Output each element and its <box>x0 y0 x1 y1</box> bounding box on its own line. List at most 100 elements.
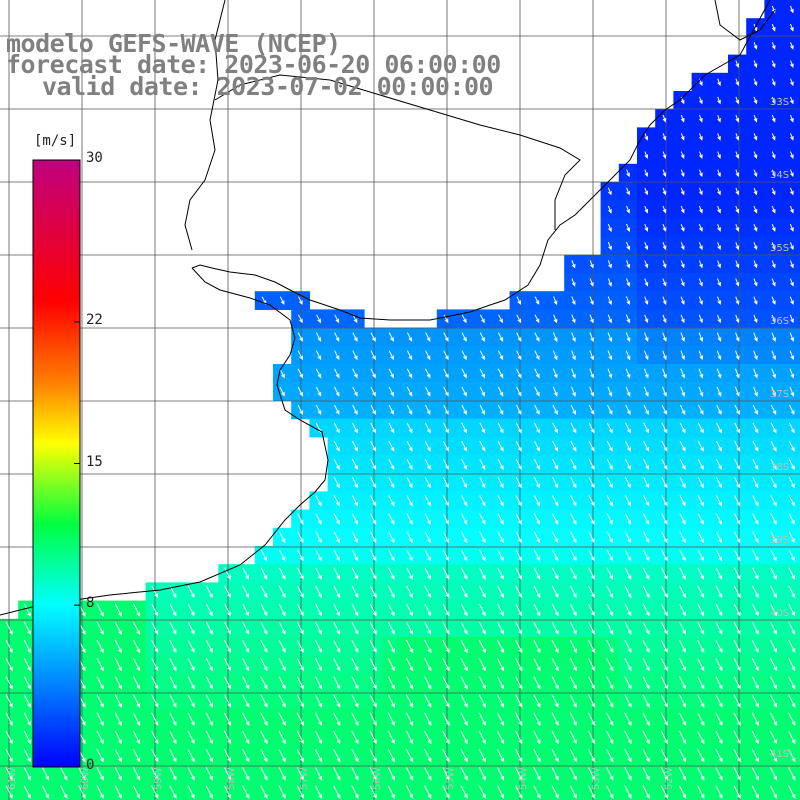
wind-arrow <box>442 730 450 745</box>
wind-arrow <box>460 785 468 799</box>
wind-arrow <box>679 495 686 507</box>
wind-arrow <box>789 404 795 415</box>
wind-arrow <box>697 621 705 635</box>
wind-arrow <box>316 314 321 324</box>
wind-arrow <box>260 730 268 745</box>
wind-arrow <box>187 785 195 799</box>
wind-arrow <box>788 694 796 708</box>
wind-arrow <box>643 404 649 415</box>
wind-arrow <box>151 785 159 799</box>
wind-arrow <box>534 422 540 434</box>
wind-arrow <box>497 350 504 361</box>
wind-arrow <box>606 730 614 745</box>
wind-arrow <box>205 640 213 653</box>
wind-arrow <box>461 531 468 544</box>
wind-arrow <box>242 767 250 781</box>
wind-arrow <box>496 639 505 654</box>
wind-arrow <box>479 513 486 525</box>
wind-arrow <box>297 567 304 580</box>
wind-arrow <box>661 513 668 525</box>
wind-arrow <box>242 730 250 745</box>
wind-arrow <box>96 730 104 745</box>
wind-arrow <box>169 748 177 763</box>
wind-arrow <box>733 785 741 799</box>
wind-arrow <box>734 531 741 544</box>
coastline-northeast <box>714 0 776 41</box>
wind-arrow <box>571 368 576 379</box>
wind-arrow <box>96 748 104 763</box>
wind-arrow <box>315 603 322 617</box>
wind-arrow <box>552 350 558 361</box>
wind-arrow <box>315 640 323 653</box>
wind-arrow <box>424 694 432 708</box>
wind-arrow <box>461 495 468 507</box>
wind-arrow <box>333 422 340 434</box>
wind-arrow <box>753 187 758 196</box>
wind-arrow <box>716 368 722 379</box>
wind-arrow <box>296 712 304 727</box>
wind-arrow <box>752 477 759 489</box>
wind-arrow <box>661 495 668 507</box>
wind-arrow <box>569 603 577 617</box>
wind-arrow <box>388 350 394 361</box>
wind-arrow <box>698 296 703 305</box>
wind-arrow <box>388 422 395 434</box>
wind-arrow <box>315 676 322 690</box>
wind-arrow <box>296 785 304 799</box>
wind-arrow <box>387 585 395 599</box>
wind-arrow <box>552 495 559 507</box>
wind-arrow <box>333 712 341 727</box>
wind-arrow <box>624 549 632 562</box>
wind-arrow <box>297 332 303 342</box>
wind-arrow <box>789 386 795 397</box>
wind-arrow <box>625 422 631 434</box>
wind-arrow <box>660 640 668 653</box>
wind-arrow <box>751 676 759 690</box>
wind-arrow <box>297 386 304 397</box>
wind-arrow <box>205 658 213 672</box>
wind-arrow <box>278 640 286 653</box>
lon-label: 60W <box>80 767 91 790</box>
wind-arrow <box>515 531 522 544</box>
wind-arrow <box>679 640 687 653</box>
wind-arrow <box>387 603 395 617</box>
wind-arrow <box>387 621 395 635</box>
wind-arrow <box>461 440 468 452</box>
wind-arrow <box>515 440 522 452</box>
wind-arrow <box>643 531 650 544</box>
wind-arrow <box>496 676 505 690</box>
wind-arrow <box>788 730 796 745</box>
wind-arrow <box>753 314 758 324</box>
wind-arrow <box>478 603 486 617</box>
wind-arrow <box>406 440 413 452</box>
wind-arrow <box>114 730 122 745</box>
wind-arrow <box>41 767 50 781</box>
wind-arrow <box>351 531 358 544</box>
lon-label: 57W <box>299 767 310 790</box>
wind-arrow <box>552 440 559 452</box>
wind-arrow <box>315 567 322 580</box>
wind-arrow <box>660 676 668 690</box>
wind-arrow <box>370 404 376 415</box>
wind-arrow <box>698 278 703 287</box>
wind-arrow <box>625 314 631 324</box>
wind-arrow <box>351 621 359 635</box>
wind-arrow <box>788 513 795 525</box>
wind-arrow <box>660 767 668 781</box>
wind-arrow <box>315 368 322 379</box>
wind-arrow <box>733 567 741 580</box>
wind-arrow <box>751 785 759 799</box>
wind-arrow <box>788 658 796 672</box>
wind-arrow <box>278 712 286 727</box>
wind-arrow <box>296 621 304 635</box>
wind-arrow <box>660 748 668 763</box>
wind-arrow <box>606 422 613 434</box>
wind-arrow <box>478 785 486 799</box>
wind-arrow <box>406 332 413 342</box>
wind-arrow <box>715 658 723 672</box>
wind-arrow <box>589 278 594 287</box>
wind-arrow <box>388 495 395 507</box>
wind-arrow <box>589 350 594 361</box>
wind-arrow <box>405 676 414 690</box>
